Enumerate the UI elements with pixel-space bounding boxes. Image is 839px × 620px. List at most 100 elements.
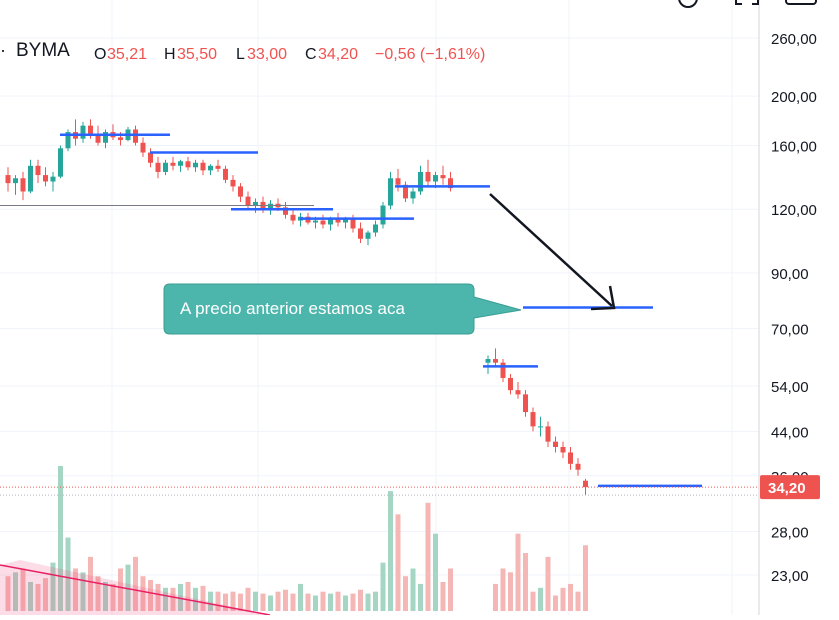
volume-bar bbox=[515, 533, 521, 611]
open-value: 35,21 bbox=[107, 46, 147, 63]
y-tick-label: 54,00 bbox=[771, 379, 809, 396]
volume-bars bbox=[0, 466, 588, 616]
candle-body bbox=[20, 178, 26, 192]
candle-body bbox=[133, 129, 138, 143]
price-axis[interactable]: 260,00 200,00 160,00 120,00 90,00 70,00 54,00 4… bbox=[758, 0, 820, 615]
candle-body bbox=[155, 162, 161, 172]
candle-body bbox=[163, 162, 168, 172]
candle-body bbox=[560, 446, 566, 453]
volume-bar bbox=[58, 466, 63, 611]
low-value: 33,00 bbox=[247, 46, 287, 63]
arrow-shaft bbox=[489, 193, 613, 307]
volume-bar bbox=[253, 591, 258, 611]
volume-bar bbox=[110, 583, 116, 611]
volume-bar bbox=[13, 572, 18, 611]
volume-bar bbox=[238, 593, 243, 611]
candle-body bbox=[170, 162, 176, 166]
volume-bar bbox=[65, 537, 71, 611]
callout-annotation[interactable]: A precio anterior estamos aca bbox=[163, 283, 522, 335]
volume-bar bbox=[163, 587, 168, 611]
settings-icon[interactable] bbox=[678, 0, 698, 8]
volume-bar bbox=[28, 582, 33, 611]
volume-bar bbox=[343, 595, 348, 611]
volume-bar bbox=[440, 582, 446, 611]
candle-body bbox=[515, 390, 521, 395]
candle-body bbox=[508, 377, 513, 391]
candle-body bbox=[388, 178, 393, 206]
volume-bar bbox=[538, 587, 543, 611]
volume-bar bbox=[43, 578, 48, 611]
candle-body bbox=[328, 218, 333, 225]
candle-body bbox=[530, 412, 536, 427]
callout-bubble bbox=[163, 283, 522, 335]
candle-body bbox=[425, 171, 431, 182]
candle-body bbox=[575, 463, 581, 470]
candle-body bbox=[223, 168, 228, 180]
symbol-name: BYMA bbox=[16, 40, 70, 61]
volume-bar bbox=[493, 583, 498, 611]
candle-body bbox=[50, 176, 56, 182]
candle-body bbox=[545, 426, 551, 442]
screenshot-icon[interactable] bbox=[785, 0, 817, 5]
volume-bar bbox=[523, 553, 528, 611]
open-label: O bbox=[94, 46, 106, 63]
volume-bar bbox=[320, 591, 326, 611]
volume-bar bbox=[290, 593, 296, 611]
volume-bar bbox=[500, 568, 506, 611]
candle-body bbox=[35, 165, 41, 176]
close-label: C bbox=[305, 46, 317, 63]
volume-bar bbox=[425, 502, 431, 611]
candle-body bbox=[215, 165, 221, 169]
top-toolbar[interactable] bbox=[678, 0, 817, 8]
candle-body bbox=[403, 184, 408, 199]
volume-bar bbox=[553, 595, 558, 611]
volume-bar bbox=[568, 583, 573, 611]
volume-bar bbox=[373, 591, 378, 611]
candle-body bbox=[268, 203, 273, 210]
y-tick-label: 44,00 bbox=[771, 424, 809, 441]
volume-bar bbox=[200, 585, 206, 611]
fullscreen-icon[interactable] bbox=[735, 0, 759, 5]
volume-bar bbox=[193, 587, 198, 611]
volume-bar bbox=[313, 595, 318, 611]
candle-body bbox=[283, 207, 288, 215]
candle-body bbox=[350, 218, 356, 229]
candle-body bbox=[208, 165, 213, 171]
y-tick-label: 70,00 bbox=[771, 322, 809, 339]
volume-bar bbox=[298, 583, 303, 611]
volume-bar bbox=[148, 580, 153, 611]
candle-body bbox=[148, 152, 153, 163]
candle-body bbox=[373, 224, 378, 233]
volume-bar bbox=[403, 576, 408, 611]
y-tick-label: 260,00 bbox=[771, 31, 817, 48]
candle-body bbox=[245, 196, 251, 206]
volume-bar bbox=[433, 533, 438, 611]
candle-body bbox=[433, 175, 438, 182]
candle-body bbox=[493, 359, 498, 363]
volume-bar bbox=[350, 593, 356, 611]
high-value: 35,50 bbox=[177, 46, 217, 63]
candle-body bbox=[103, 132, 108, 143]
candle-body bbox=[320, 220, 326, 225]
volume-bar bbox=[335, 591, 341, 611]
volume-bar bbox=[118, 568, 123, 611]
volume-bar bbox=[575, 591, 581, 611]
candle-body bbox=[253, 201, 258, 206]
candle-body bbox=[500, 362, 506, 378]
volume-bar bbox=[223, 593, 228, 611]
volume-bar bbox=[140, 576, 146, 611]
volume-bar bbox=[545, 556, 551, 611]
volume-bar bbox=[208, 591, 213, 611]
volume-bar bbox=[80, 572, 86, 611]
volume-bar bbox=[215, 591, 221, 611]
candle-body bbox=[118, 137, 123, 141]
candle-body bbox=[313, 220, 318, 223]
candle-body bbox=[538, 426, 543, 428]
y-tick-label: 120,00 bbox=[771, 202, 817, 219]
candle-body bbox=[230, 179, 236, 187]
volume-bar bbox=[125, 564, 131, 611]
candle-body bbox=[395, 178, 401, 185]
candle-body bbox=[95, 134, 101, 143]
